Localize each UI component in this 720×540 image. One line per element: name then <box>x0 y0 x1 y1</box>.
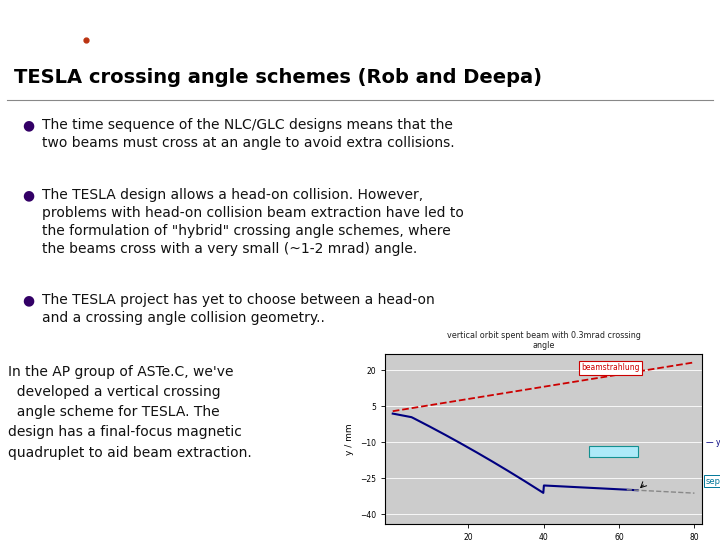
Text: The TESLA design allows a head-on collision. However,
problems with head-on coll: The TESLA design allows a head-on collis… <box>42 188 464 256</box>
Text: — y / mm: — y / mm <box>706 437 720 447</box>
Text: ASTe: ASTe <box>52 19 84 32</box>
Text: The TESLA project has yet to choose between a head-on
and a crossing angle colli: The TESLA project has yet to choose betw… <box>42 293 435 325</box>
Text: In the AP group of ASTe.C, we've
  developed a vertical crossing
  angle scheme : In the AP group of ASTe.C, we've develop… <box>8 366 252 460</box>
Text: C: C <box>77 19 86 32</box>
Text: beamstrahlung: beamstrahlung <box>581 363 640 372</box>
Text: Accelerator Science and Technology Centre: Accelerator Science and Technology Centr… <box>498 23 709 32</box>
Bar <box>589 446 638 457</box>
Y-axis label: y / mm: y / mm <box>346 423 354 455</box>
Text: The time sequence of the NLC/GLC designs means that the
two beams must cross at : The time sequence of the NLC/GLC designs… <box>42 118 454 150</box>
Title: vertical orbit spent beam with 0.3mrad crossing
angle: vertical orbit spent beam with 0.3mrad c… <box>446 330 641 350</box>
Text: septum: septum <box>706 477 720 486</box>
Text: ●: ● <box>22 293 34 307</box>
Text: TESLA crossing angle schemes (Rob and Deepa): TESLA crossing angle schemes (Rob and De… <box>14 69 542 87</box>
Text: ●: ● <box>22 118 34 132</box>
Text: Suggestion: vertical crossing angle ~0.3mrad at IP: Suggestion: vertical crossing angle ~0.3… <box>390 363 639 373</box>
Text: ●: ● <box>22 188 34 202</box>
